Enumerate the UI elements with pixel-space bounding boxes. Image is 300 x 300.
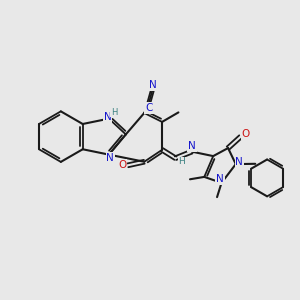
Text: H: H <box>111 108 117 117</box>
Text: N: N <box>236 157 243 167</box>
Text: N: N <box>216 174 224 184</box>
Text: N: N <box>103 112 111 122</box>
Text: C: C <box>145 103 153 113</box>
Text: H: H <box>178 157 185 166</box>
Text: N: N <box>149 80 157 90</box>
Text: O: O <box>118 160 127 170</box>
Text: N: N <box>188 141 196 151</box>
Text: O: O <box>242 129 250 139</box>
Text: N: N <box>106 153 114 163</box>
